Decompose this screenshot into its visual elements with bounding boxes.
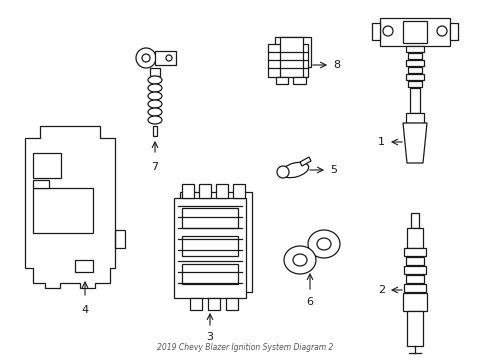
Bar <box>404 248 426 256</box>
Bar <box>406 46 424 52</box>
Bar <box>407 228 423 248</box>
Polygon shape <box>300 157 311 166</box>
Bar <box>33 188 93 233</box>
Circle shape <box>136 48 156 68</box>
Ellipse shape <box>148 100 162 108</box>
Polygon shape <box>275 37 311 67</box>
Ellipse shape <box>281 162 309 178</box>
Circle shape <box>166 55 172 61</box>
Bar <box>406 113 424 123</box>
Text: 5: 5 <box>330 165 337 175</box>
Polygon shape <box>233 184 245 198</box>
Polygon shape <box>150 68 160 76</box>
Text: 7: 7 <box>151 162 159 172</box>
Bar <box>406 74 424 80</box>
Polygon shape <box>153 126 157 136</box>
Bar <box>403 293 427 311</box>
Circle shape <box>142 54 150 62</box>
Polygon shape <box>403 123 427 163</box>
Text: 6: 6 <box>307 297 314 307</box>
Bar <box>406 275 424 283</box>
Bar <box>182 236 238 256</box>
Text: 1: 1 <box>378 137 385 147</box>
Polygon shape <box>226 298 238 310</box>
Text: 8: 8 <box>333 60 340 70</box>
Polygon shape <box>180 192 252 292</box>
Text: 2: 2 <box>378 285 385 295</box>
Polygon shape <box>268 37 308 77</box>
Polygon shape <box>380 18 450 46</box>
Polygon shape <box>190 298 202 310</box>
Bar <box>33 180 49 188</box>
Ellipse shape <box>148 76 162 84</box>
Ellipse shape <box>148 116 162 124</box>
Bar <box>407 311 423 346</box>
Text: 2019 Chevy Blazer Ignition System Diagram 2: 2019 Chevy Blazer Ignition System Diagra… <box>157 343 333 352</box>
Ellipse shape <box>317 238 331 250</box>
Bar <box>410 88 420 113</box>
Polygon shape <box>276 77 288 84</box>
Polygon shape <box>182 184 194 198</box>
Bar <box>406 257 424 265</box>
Bar <box>408 81 422 87</box>
Bar <box>406 60 424 66</box>
Bar <box>404 284 426 292</box>
Polygon shape <box>216 184 228 198</box>
Polygon shape <box>450 23 458 40</box>
Bar <box>411 213 419 228</box>
Circle shape <box>383 26 393 36</box>
Circle shape <box>437 26 447 36</box>
Polygon shape <box>208 298 220 310</box>
Text: 3: 3 <box>206 332 214 342</box>
Polygon shape <box>174 198 246 298</box>
Ellipse shape <box>148 92 162 100</box>
Polygon shape <box>403 21 427 43</box>
Polygon shape <box>25 126 125 288</box>
Bar <box>182 208 238 228</box>
Ellipse shape <box>148 108 162 116</box>
Bar <box>182 264 238 284</box>
Ellipse shape <box>293 254 307 266</box>
Text: 4: 4 <box>81 305 89 315</box>
Polygon shape <box>199 184 211 198</box>
Ellipse shape <box>148 84 162 92</box>
Polygon shape <box>155 51 176 65</box>
Bar <box>75 260 93 272</box>
Bar <box>408 67 422 73</box>
Bar <box>33 153 61 178</box>
Bar <box>404 266 426 274</box>
Ellipse shape <box>308 230 340 258</box>
Bar <box>408 53 422 59</box>
Polygon shape <box>293 77 306 84</box>
Circle shape <box>277 166 289 178</box>
Ellipse shape <box>284 246 316 274</box>
Polygon shape <box>372 23 380 40</box>
